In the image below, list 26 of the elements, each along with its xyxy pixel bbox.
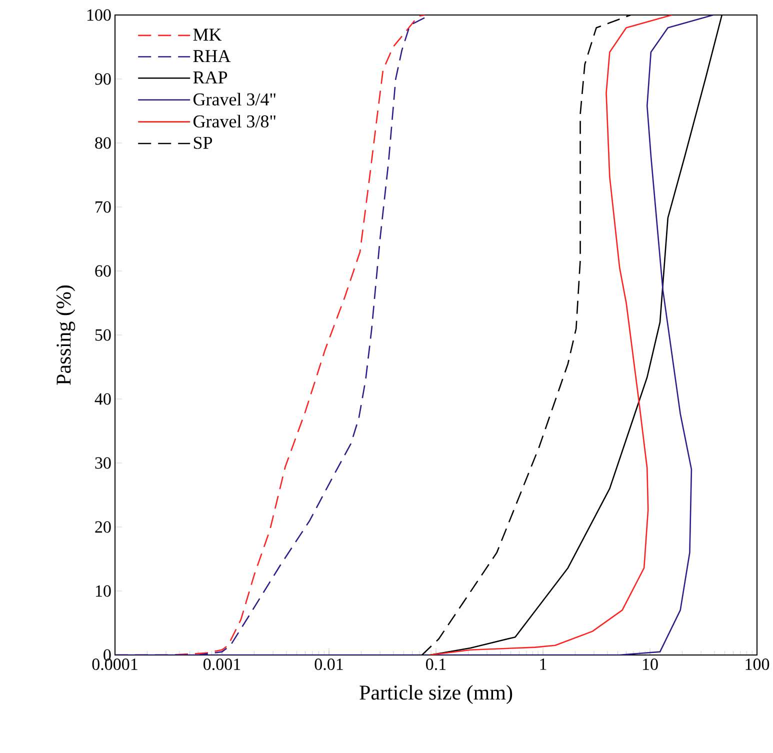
- x-axis-title: Particle size (mm): [360, 684, 512, 704]
- y-tick-label: 100: [87, 9, 111, 21]
- y-tick-label: 90: [95, 73, 111, 85]
- x-tick-label: 0.0001: [92, 658, 138, 670]
- legend-label: SP: [194, 136, 212, 149]
- x-tick-label: 1: [540, 658, 546, 670]
- y-axis-title: Passing (%): [56, 285, 76, 385]
- y-tick-label: 10: [96, 585, 111, 597]
- y-tick-label: 50: [95, 329, 111, 341]
- y-tick-label: 80: [95, 137, 111, 149]
- legend-label: RHA: [193, 50, 231, 62]
- y-tick-label: 70: [96, 201, 111, 213]
- x-tick-label: 0.1: [426, 658, 446, 670]
- legend-label: RAP: [193, 71, 228, 84]
- x-tick-label: 100: [746, 658, 770, 670]
- legend-label: Gravel 3/4": [193, 92, 276, 106]
- legend-label: Gravel 3/8": [193, 114, 276, 128]
- x-tick-label: 0.01: [314, 658, 343, 670]
- y-tick-label: 30: [95, 457, 111, 469]
- y-tick-label: 20: [95, 521, 111, 533]
- y-tick-label: 40: [94, 393, 111, 405]
- y-tick-label: 60: [95, 265, 111, 277]
- legend-label: MK: [193, 28, 222, 41]
- x-tick-label: 0.001: [204, 658, 240, 670]
- y-tick-label: 0: [104, 649, 111, 661]
- x-tick-label: 10: [642, 658, 658, 670]
